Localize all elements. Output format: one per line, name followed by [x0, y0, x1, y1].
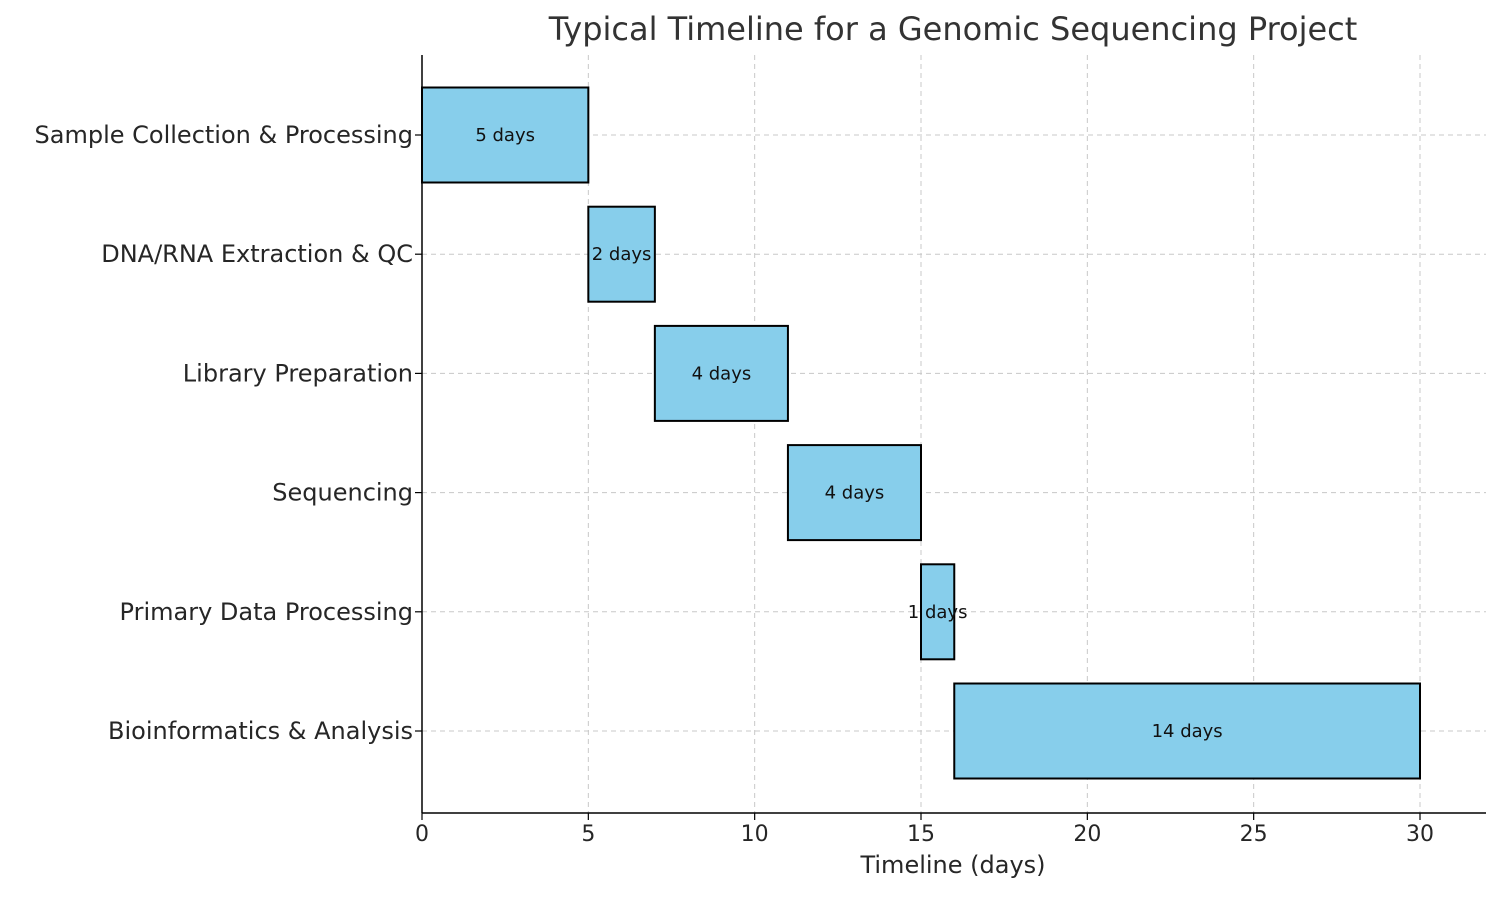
- x-tick-label: 10: [741, 822, 769, 847]
- bar-labels: 5 days 2 days 4 days 4 days 1 days 14 days: [475, 125, 1222, 742]
- task-name-label: Sequencing: [272, 479, 413, 507]
- task-name-label: Library Preparation: [183, 359, 413, 387]
- x-tick-label: 25: [1240, 822, 1268, 847]
- task-bar: [953, 682, 1421, 780]
- task-duration-label: 4 days: [825, 483, 885, 504]
- bars: [421, 86, 1421, 780]
- task-duration-label: 2 days: [592, 244, 652, 265]
- task-name-label: DNA/RNA Extraction & QC: [101, 240, 413, 268]
- x-tick-label: 20: [1073, 822, 1101, 847]
- task-name-label: Primary Data Processing: [120, 598, 413, 626]
- task-bar: [786, 444, 923, 542]
- x-tick-label: 30: [1406, 822, 1434, 847]
- x-axis-ticks: 0 5 10 15 20 25 30: [415, 813, 1434, 847]
- task-duration-label: 5 days: [475, 125, 535, 146]
- task-duration-label: 14 days: [1152, 721, 1223, 742]
- chart-title: Typical Timeline for a Genomic Sequencin…: [548, 10, 1358, 48]
- x-tick-label: 15: [907, 822, 935, 847]
- task-bar: [587, 205, 656, 303]
- task-duration-label: 1 days: [908, 602, 968, 623]
- x-axis-title: Timeline (days): [859, 851, 1045, 879]
- x-tick-label: 5: [581, 822, 595, 847]
- task-bar: [421, 86, 590, 184]
- task-duration-label: 4 days: [692, 363, 752, 384]
- x-tick-label: 0: [415, 822, 429, 847]
- y-axis-ticks: Sample Collection & Processing DNA/RNA Ex…: [35, 121, 422, 745]
- task-name-label: Bioinformatics & Analysis: [108, 717, 413, 745]
- task-bar: [920, 563, 956, 661]
- task-name-label: Sample Collection & Processing: [35, 121, 413, 149]
- task-bar: [653, 324, 789, 422]
